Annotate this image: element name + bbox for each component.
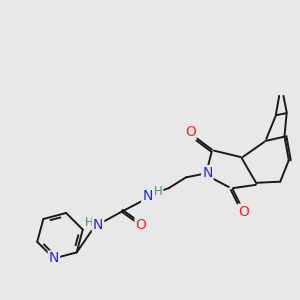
Text: H: H: [154, 185, 163, 198]
Text: N: N: [142, 189, 153, 202]
Text: O: O: [185, 125, 196, 140]
Text: O: O: [136, 218, 146, 232]
Text: H: H: [85, 216, 94, 229]
Text: O: O: [238, 205, 249, 219]
Text: N: N: [49, 251, 59, 266]
Text: N: N: [93, 218, 103, 232]
Text: N: N: [202, 166, 213, 180]
